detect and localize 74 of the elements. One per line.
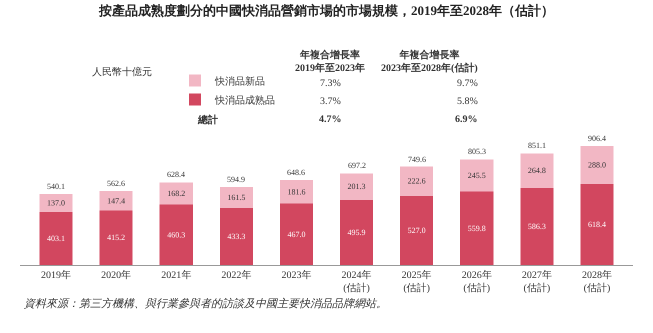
total-label: 540.1 [47, 182, 65, 191]
data-label: 433.3 [227, 232, 246, 242]
text: 7.3% [320, 78, 341, 89]
bar [100, 191, 133, 210]
data-label: 467.0 [287, 230, 306, 239]
bar [520, 188, 554, 265]
chart-title: 按產品成熟度劃分的中國快消品營銷市場的市場規模，2019年至2028年（估計） [98, 3, 554, 18]
text: 5.8% [457, 96, 478, 107]
bar [280, 180, 313, 204]
text: 6.9% [455, 114, 478, 125]
data-label: 527.0 [408, 226, 426, 235]
legend-label: 快消品新品 [214, 75, 265, 88]
data-label: 288.0 [588, 160, 606, 170]
bar [220, 186, 253, 208]
bar [460, 159, 494, 192]
bar [100, 210, 133, 265]
x-tick-label: 2021年 [161, 269, 192, 281]
total-label: 906.4 [588, 134, 606, 143]
text: 年複合增長率 2023年至2028年(估計) [381, 49, 478, 74]
data-label: 137.0 [47, 198, 66, 208]
data-label: 415.2 [107, 233, 126, 242]
data-label: 181.6 [287, 187, 306, 196]
data-label: 559.8 [468, 224, 486, 233]
x-tick-label: 2024年 (估計) [342, 269, 372, 294]
total-label: 749.6 [408, 155, 426, 164]
bar [160, 204, 193, 265]
total-label: 648.6 [287, 168, 305, 177]
text: 3.7% [320, 96, 341, 107]
data-label: 245.5 [468, 170, 486, 180]
legend-label: 快消品成熟品 [214, 94, 275, 106]
bar [40, 212, 73, 265]
total-label: 805.3 [468, 147, 486, 156]
bar [340, 200, 374, 265]
data-label: 201.3 [348, 182, 366, 192]
x-tick-label: 2026年 (估計) [462, 269, 492, 294]
data-label: 168.2 [167, 189, 186, 198]
data-label: 222.6 [408, 176, 426, 186]
data-label: 618.4 [588, 220, 606, 229]
text: 年複合增長率 2019年至2023年 [295, 49, 365, 74]
bar [340, 173, 374, 200]
bar [460, 192, 494, 265]
data-label: 495.9 [348, 228, 366, 237]
bar [580, 146, 614, 184]
bar [400, 196, 434, 265]
text: 人民幣十億元 [92, 66, 152, 78]
x-tick-label: 2019年 [41, 269, 72, 281]
source-note: 資料來源：第三方機構、與行業參與者的訪談及中國主要快消品品牌網站。 [24, 297, 387, 310]
x-tick-label: 2022年 [221, 269, 252, 281]
text: 總計 [197, 114, 218, 126]
x-tick-label: 2020年 [101, 269, 132, 281]
bar [40, 194, 73, 212]
data-label: 264.8 [528, 166, 546, 176]
bar [280, 204, 313, 265]
total-label: 628.4 [167, 170, 185, 179]
x-tick-label: 2028年 (估計) [582, 269, 612, 294]
bar [400, 166, 434, 196]
total-label: 594.9 [227, 175, 245, 184]
x-tick-label: 2027年 (估計) [522, 269, 552, 294]
data-label: 147.4 [107, 196, 126, 206]
data-label: 161.5 [227, 193, 246, 202]
data-label: 586.3 [528, 222, 546, 232]
x-tick-label: 2023年 [281, 269, 312, 281]
bar [220, 208, 253, 265]
bar [580, 184, 614, 265]
x-tick-label: 2025年 (估計) [402, 269, 432, 294]
total-label: 697.2 [348, 161, 366, 170]
data-label: 460.3 [167, 230, 186, 240]
bar [520, 153, 554, 188]
bar [160, 182, 193, 205]
data-label: 403.1 [47, 234, 66, 244]
text: 4.7% [319, 114, 342, 125]
total-label: 562.6 [107, 179, 125, 188]
total-label: 851.1 [528, 141, 546, 150]
text: 9.7% [457, 78, 478, 89]
